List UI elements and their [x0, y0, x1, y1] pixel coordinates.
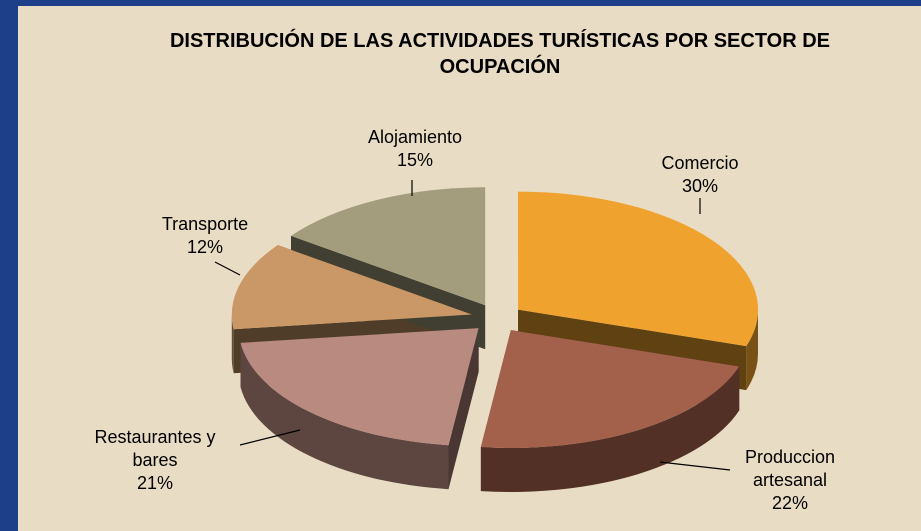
value-label: 15%	[345, 149, 485, 172]
page: DISTRIBUCIÓN DE LAS ACTIVIDADES TURÍSTIC…	[0, 0, 921, 531]
value-label: 12%	[150, 236, 260, 259]
category-label: Restaurantes y bares	[75, 426, 235, 472]
category-label: Comercio	[640, 152, 760, 175]
value-label: 21%	[75, 472, 235, 495]
value-label: 30%	[640, 175, 760, 198]
category-label: Transporte	[150, 213, 260, 236]
category-label: Alojamiento	[345, 126, 485, 149]
value-label: 22%	[715, 492, 865, 515]
chart-title: DISTRIBUCIÓN DE LAS ACTIVIDADES TURÍSTIC…	[150, 28, 850, 80]
category-label: Produccion artesanal	[715, 446, 865, 492]
leader-line	[215, 262, 240, 275]
